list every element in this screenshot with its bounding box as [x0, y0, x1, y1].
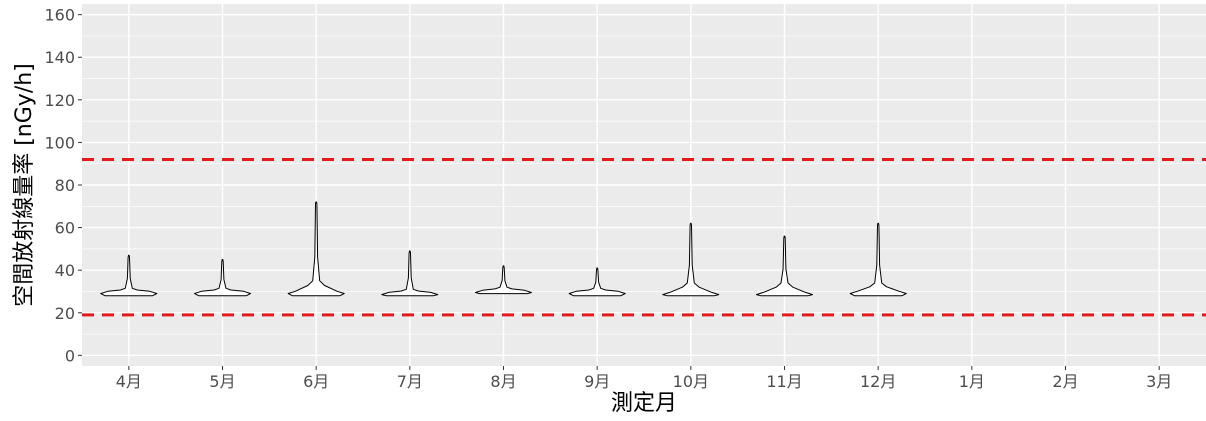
y-tick-label: 60 — [55, 219, 75, 238]
x-tick-label: 2月 — [1052, 372, 1078, 391]
violin-12月 — [849, 222, 907, 297]
x-tick-label: 3月 — [1146, 372, 1172, 391]
grid-lines — [82, 4, 1206, 366]
y-tick-label: 120 — [44, 91, 75, 110]
y-tick-label: 140 — [44, 48, 75, 67]
y-tick-label: 0 — [65, 346, 75, 365]
x-tick-label: 10月 — [673, 372, 709, 391]
y-axis-ticks: 0 20 40 60 80 100 120 140 160 — [44, 6, 82, 365]
violin-11月 — [756, 235, 813, 297]
x-tick-label: 6月 — [303, 372, 329, 391]
x-tick-label: 5月 — [209, 372, 235, 391]
y-tick-label: 80 — [55, 176, 75, 195]
x-tick-label: 11月 — [766, 372, 802, 391]
x-tick-label: 12月 — [860, 372, 896, 391]
x-axis-ticks: 4月 5月 6月 7月 8月 9月 10月 11月 12月 1月 2月 3月 — [116, 366, 1172, 391]
x-tick-label: 4月 — [116, 372, 142, 391]
violin-4月 — [100, 254, 158, 297]
y-tick-label: 160 — [44, 6, 75, 25]
x-tick-label: 9月 — [584, 372, 610, 391]
violin-7月 — [381, 250, 439, 297]
violin-10月 — [662, 222, 720, 297]
y-tick-label: 100 — [44, 133, 75, 152]
y-tick-label: 40 — [55, 261, 75, 280]
violin-9月 — [568, 267, 626, 297]
x-tick-label: 8月 — [490, 372, 516, 391]
violin-6月 — [287, 201, 345, 297]
violin-5月 — [194, 259, 251, 297]
reference-lines — [82, 157, 1206, 317]
x-tick-label: 1月 — [959, 372, 985, 391]
y-tick-label: 20 — [55, 304, 75, 323]
y-axis-title: 空間放射線量率 [nGy/h] — [12, 63, 37, 307]
violin-8月 — [475, 265, 532, 295]
x-tick-label: 7月 — [397, 372, 423, 391]
x-axis-title: 測定月 — [611, 391, 677, 416]
violins — [100, 201, 907, 297]
